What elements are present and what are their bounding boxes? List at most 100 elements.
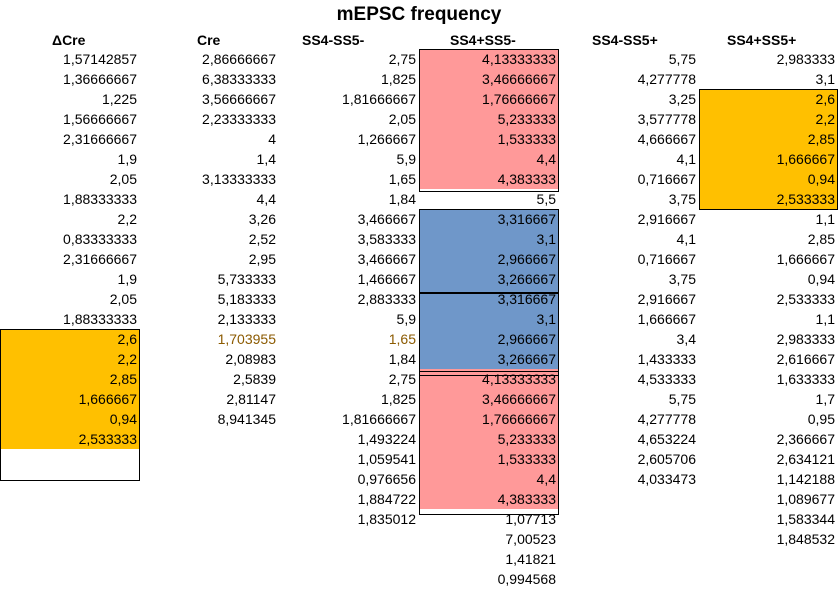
cell-ss4-ss5-plus-row-20[interactable]: 4,653224 [637, 431, 696, 447]
cell-ss4-plus-ss5-plus-row-9[interactable]: 1,1 [815, 211, 835, 227]
cell-delta-cre-row-9[interactable]: 2,2 [117, 211, 137, 227]
cell-ss4-ss5-minus-row-10[interactable]: 3,583333 [357, 231, 416, 247]
cell-ss4-ss5-plus-row-13[interactable]: 2,916667 [637, 291, 696, 307]
cell-ss4-ss5-minus-row-3[interactable]: 1,81666667 [342, 91, 416, 107]
cell-delta-cre-row-12[interactable]: 1,9 [117, 271, 137, 287]
cell-ss4-ss5-minus-row-1[interactable]: 2,75 [388, 51, 416, 67]
cell-ss4-plus-ss5-minus-row-11[interactable]: 2,966667 [419, 249, 559, 269]
cell-delta-cre-row-5[interactable]: 2,31666667 [63, 131, 137, 147]
cell-ss4-plus-ss5-plus-row-11[interactable]: 1,666667 [776, 251, 835, 267]
cell-cre-row-17[interactable]: 2,5839 [233, 371, 276, 387]
cell-delta-cre-row-18[interactable]: 1,666667 [0, 389, 140, 409]
cell-ss4-plus-ss5-plus-row-8[interactable]: 2,533333 [699, 189, 838, 209]
cell-delta-cre-row-14[interactable]: 1,88333333 [63, 311, 137, 327]
cell-cre-row-9[interactable]: 3,26 [248, 211, 276, 227]
cell-ss4-plus-ss5-minus-row-20[interactable]: 5,233333 [419, 429, 559, 449]
cell-ss4-plus-ss5-minus-row-5[interactable]: 1,533333 [419, 129, 559, 149]
cell-ss4-plus-ss5-minus-row-2[interactable]: 3,46666667 [419, 69, 559, 89]
cell-ss4-plus-ss5-plus-row-25[interactable]: 1,848532 [776, 531, 835, 547]
cell-ss4-ss5-minus-row-7[interactable]: 1,65 [388, 171, 416, 187]
cell-ss4-ss5-minus-row-9[interactable]: 3,466667 [357, 211, 416, 227]
cell-ss4-plus-ss5-minus-row-24[interactable]: 1,07713 [505, 511, 556, 527]
cell-ss4-ss5-plus-row-4[interactable]: 3,577778 [637, 111, 696, 127]
cell-ss4-plus-ss5-plus-row-20[interactable]: 2,366667 [776, 431, 835, 447]
cell-ss4-ss5-minus-row-16[interactable]: 1,84 [388, 351, 416, 367]
cell-ss4-ss5-minus-row-24[interactable]: 1,835012 [357, 511, 416, 527]
cell-cre-row-11[interactable]: 2,95 [248, 251, 276, 267]
cell-ss4-ss5-minus-row-8[interactable]: 1,84 [388, 191, 416, 207]
cell-ss4-ss5-plus-row-14[interactable]: 1,666667 [637, 311, 696, 327]
cell-delta-cre-row-2[interactable]: 1,36666667 [63, 71, 137, 87]
cell-cre-row-14[interactable]: 2,133333 [217, 311, 276, 327]
cell-ss4-ss5-minus-row-23[interactable]: 1,884722 [357, 491, 416, 507]
cell-delta-cre-row-11[interactable]: 2,31666667 [63, 251, 137, 267]
cell-ss4-ss5-plus-row-6[interactable]: 4,1 [676, 151, 696, 167]
cell-ss4-ss5-minus-row-4[interactable]: 2,05 [388, 111, 416, 127]
cell-delta-cre-row-15[interactable]: 2,6 [0, 329, 140, 349]
cell-ss4-ss5-minus-row-14[interactable]: 5,9 [396, 311, 416, 327]
cell-ss4-ss5-plus-row-7[interactable]: 0,716667 [637, 171, 696, 187]
cell-ss4-plus-ss5-plus-row-16[interactable]: 2,616667 [776, 351, 835, 367]
cell-ss4-ss5-plus-row-9[interactable]: 2,916667 [637, 211, 696, 227]
cell-delta-cre-row-8[interactable]: 1,88333333 [63, 191, 137, 207]
cell-delta-cre-row-16[interactable]: 2,2 [0, 349, 140, 369]
cell-ss4-ss5-minus-row-20[interactable]: 1,493224 [357, 431, 416, 447]
cell-delta-cre-row-1[interactable]: 1,57142857 [63, 51, 137, 67]
cell-cre-row-13[interactable]: 5,183333 [217, 291, 276, 307]
cell-ss4-ss5-plus-row-11[interactable]: 0,716667 [637, 251, 696, 267]
cell-delta-cre-row-6[interactable]: 1,9 [117, 151, 137, 167]
cell-cre-row-10[interactable]: 2,52 [248, 231, 276, 247]
cell-ss4-plus-ss5-plus-row-19[interactable]: 0,95 [807, 411, 835, 427]
cell-ss4-plus-ss5-plus-row-13[interactable]: 2,533333 [776, 291, 835, 307]
cell-ss4-plus-ss5-plus-row-5[interactable]: 2,85 [699, 129, 838, 149]
cell-ss4-plus-ss5-plus-row-15[interactable]: 2,983333 [776, 331, 835, 347]
cell-ss4-ss5-plus-row-10[interactable]: 4,1 [676, 231, 696, 247]
cell-ss4-ss5-plus-row-2[interactable]: 4,277778 [637, 71, 696, 87]
cell-ss4-plus-ss5-minus-row-15[interactable]: 2,966667 [419, 329, 559, 349]
cell-cre-row-15[interactable]: 1,703955 [217, 331, 276, 347]
cell-cre-row-18[interactable]: 2,81147 [226, 391, 276, 407]
cell-ss4-ss5-plus-row-19[interactable]: 4,277778 [637, 411, 696, 427]
cell-cre-row-6[interactable]: 1,4 [256, 151, 276, 167]
cell-ss4-plus-ss5-minus-row-7[interactable]: 4,383333 [419, 169, 559, 189]
cell-ss4-ss5-plus-row-8[interactable]: 3,75 [668, 191, 696, 207]
cell-ss4-plus-ss5-minus-row-13[interactable]: 3,316667 [419, 289, 559, 309]
cell-ss4-plus-ss5-minus-row-12[interactable]: 3,266667 [419, 269, 559, 289]
cell-cre-row-19[interactable]: 8,941345 [217, 411, 276, 427]
cell-cre-row-2[interactable]: 6,38333333 [202, 71, 276, 87]
cell-cre-row-8[interactable]: 4,4 [256, 191, 276, 207]
cell-ss4-plus-ss5-plus-row-14[interactable]: 1,1 [815, 311, 835, 327]
cell-cre-row-5[interactable]: 4 [268, 131, 276, 147]
cell-ss4-plus-ss5-minus-row-26[interactable]: 1,41821 [505, 551, 556, 567]
cell-ss4-plus-ss5-plus-row-1[interactable]: 2,983333 [776, 51, 835, 67]
cell-cre-row-7[interactable]: 3,13333333 [202, 171, 276, 187]
cell-ss4-plus-ss5-minus-row-25[interactable]: 7,00523 [505, 531, 556, 547]
cell-ss4-ss5-minus-row-18[interactable]: 1,825 [380, 391, 416, 407]
cell-ss4-ss5-plus-row-3[interactable]: 3,25 [668, 91, 696, 107]
cell-ss4-ss5-minus-row-2[interactable]: 1,825 [380, 71, 416, 87]
cell-delta-cre-row-7[interactable]: 2,05 [109, 171, 137, 187]
cell-ss4-plus-ss5-minus-row-21[interactable]: 1,533333 [419, 449, 559, 469]
cell-ss4-ss5-plus-row-15[interactable]: 3,4 [676, 331, 696, 347]
cell-ss4-ss5-minus-row-17[interactable]: 2,75 [388, 371, 416, 387]
cell-delta-cre-row-3[interactable]: 1,225 [101, 91, 137, 107]
cell-ss4-plus-ss5-plus-row-4[interactable]: 2,2 [699, 109, 838, 129]
cell-ss4-ss5-minus-row-5[interactable]: 1,266667 [357, 131, 416, 147]
cell-cre-row-1[interactable]: 2,86666667 [202, 51, 276, 67]
cell-ss4-ss5-plus-row-22[interactable]: 4,033473 [637, 471, 696, 487]
cell-ss4-plus-ss5-minus-row-19[interactable]: 1,76666667 [419, 409, 559, 429]
cell-cre-row-3[interactable]: 3,56666667 [202, 91, 276, 107]
cell-ss4-plus-ss5-minus-row-23[interactable]: 4,383333 [419, 489, 559, 509]
cell-ss4-plus-ss5-minus-row-14[interactable]: 3,1 [419, 309, 559, 329]
cell-ss4-plus-ss5-minus-row-27[interactable]: 0,994568 [497, 571, 556, 587]
cell-ss4-ss5-minus-row-19[interactable]: 1,81666667 [342, 411, 416, 427]
cell-ss4-plus-ss5-minus-row-4[interactable]: 5,233333 [419, 109, 559, 129]
cell-ss4-plus-ss5-plus-row-7[interactable]: 0,94 [699, 169, 838, 189]
cell-ss4-plus-ss5-plus-row-6[interactable]: 1,666667 [699, 149, 838, 169]
cell-ss4-plus-ss5-plus-row-18[interactable]: 1,7 [815, 391, 835, 407]
cell-delta-cre-row-4[interactable]: 1,56666667 [63, 111, 137, 127]
cell-delta-cre-row-19[interactable]: 0,94 [0, 409, 140, 429]
cell-ss4-plus-ss5-minus-row-9[interactable]: 3,316667 [419, 209, 559, 229]
cell-cre-row-16[interactable]: 2,08983 [225, 351, 276, 367]
cell-ss4-plus-ss5-plus-row-10[interactable]: 2,85 [807, 231, 835, 247]
